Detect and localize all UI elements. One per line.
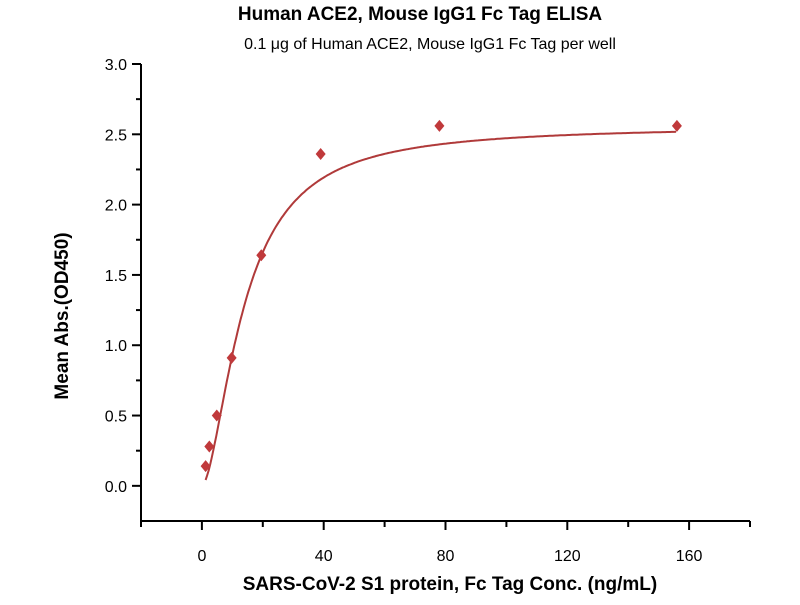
y-tick-label: 2.5 [105, 127, 127, 144]
data-point [211, 409, 222, 422]
data-point [256, 249, 267, 262]
x-tick-label: 40 [315, 548, 333, 565]
data-point [226, 351, 237, 364]
y-tick-label: 2.0 [105, 198, 127, 215]
y-tick-label: 0.5 [105, 409, 127, 426]
y-tick-label: 0.0 [105, 479, 127, 496]
y-tick-label: 1.5 [105, 268, 127, 285]
x-tick-label: 80 [437, 548, 455, 565]
y-tick-label: 3.0 [105, 57, 127, 74]
x-tick-label: 160 [676, 548, 703, 565]
data-point [315, 147, 326, 160]
x-tick-label: 120 [554, 548, 581, 565]
chart-title: Human ACE2, Mouse IgG1 Fc Tag ELISA [238, 4, 602, 25]
chart-subtitle: 0.1 μg of Human ACE2, Mouse IgG1 Fc Tag … [244, 36, 616, 53]
y-tick-label: 1.0 [105, 338, 127, 355]
data-point [200, 460, 211, 473]
x-tick-label: 0 [197, 548, 206, 565]
data-point [671, 119, 682, 132]
x-axis-label: SARS-CoV-2 S1 protein, Fc Tag Conc. (ng/… [243, 574, 658, 595]
fit-curve [204, 130, 677, 481]
data-point [434, 119, 445, 132]
data-point [204, 440, 215, 453]
y-axis-label: Mean Abs.(OD450) [52, 232, 73, 399]
